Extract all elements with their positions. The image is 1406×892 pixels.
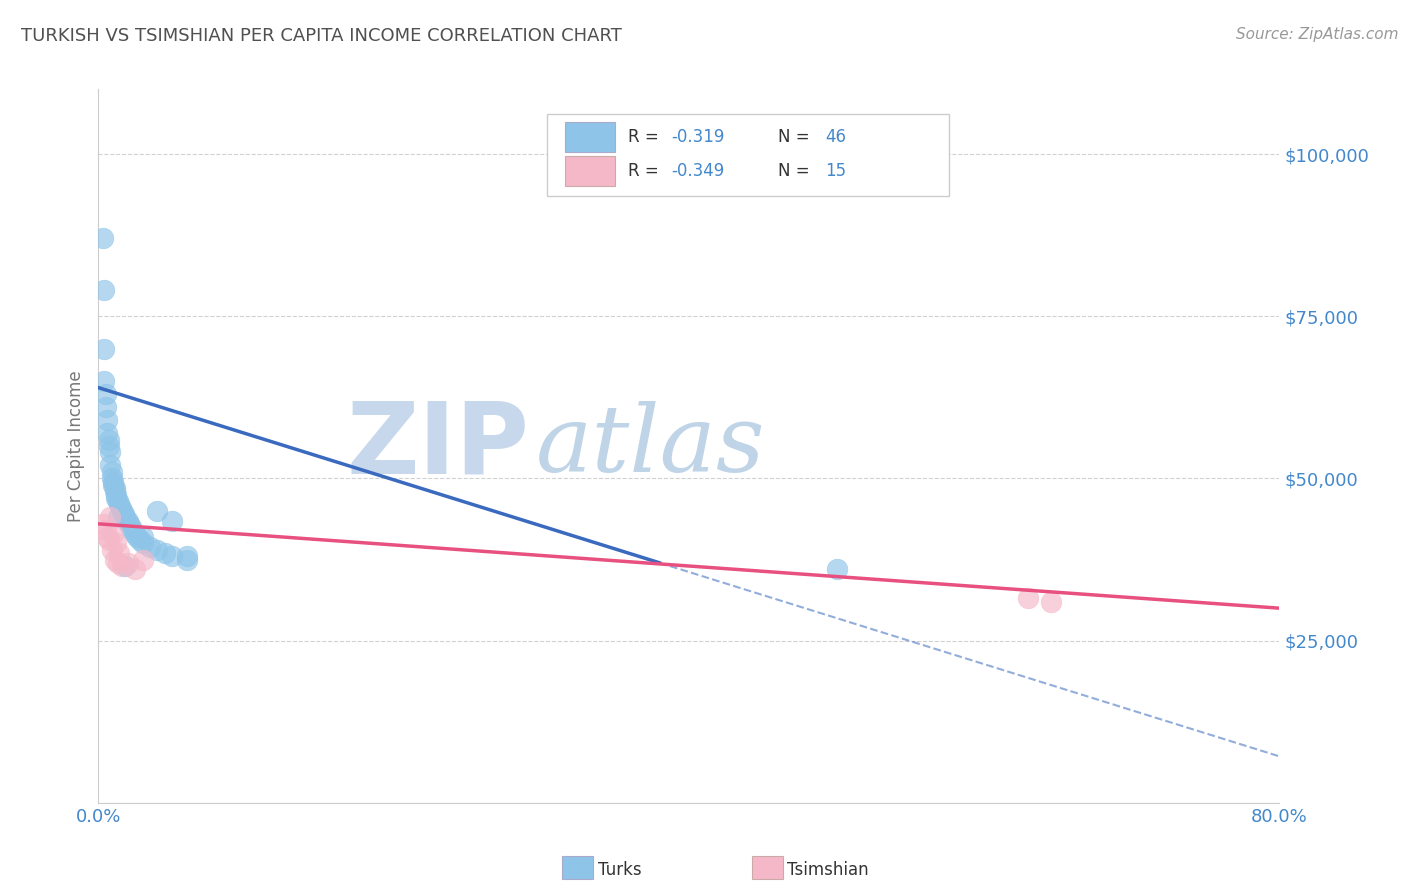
Point xyxy=(105,491,128,505)
Point xyxy=(96,530,118,544)
Point xyxy=(176,549,198,564)
Point xyxy=(98,510,121,524)
Text: R =: R = xyxy=(627,161,664,179)
Point xyxy=(111,559,134,574)
Point xyxy=(91,516,114,531)
Point xyxy=(117,556,139,570)
Text: 46: 46 xyxy=(825,128,846,146)
Point xyxy=(94,524,117,538)
Point xyxy=(132,536,155,550)
Point xyxy=(94,387,117,401)
Text: 15: 15 xyxy=(825,161,846,179)
Point xyxy=(162,514,183,528)
Point xyxy=(103,475,125,489)
Point xyxy=(97,439,120,453)
Point xyxy=(153,546,176,560)
Point xyxy=(105,488,128,502)
Text: TURKISH VS TSIMSHIAN PER CAPITA INCOME CORRELATION CHART: TURKISH VS TSIMSHIAN PER CAPITA INCOME C… xyxy=(21,27,621,45)
Point xyxy=(97,533,120,547)
Point xyxy=(128,533,150,547)
Point xyxy=(146,504,169,518)
Point xyxy=(108,546,131,560)
Point xyxy=(98,458,121,473)
Point xyxy=(111,504,134,518)
Y-axis label: Per Capita Income: Per Capita Income xyxy=(66,370,84,522)
Point xyxy=(91,231,114,245)
Bar xyxy=(565,122,614,152)
Point xyxy=(1017,591,1039,606)
Point xyxy=(94,400,117,414)
Point xyxy=(108,497,131,511)
Point xyxy=(100,471,122,485)
Point xyxy=(132,552,155,566)
Point xyxy=(124,562,146,576)
Point xyxy=(107,510,129,524)
Point xyxy=(98,445,121,459)
Point xyxy=(117,514,139,528)
Text: Turks: Turks xyxy=(598,861,641,879)
Point xyxy=(112,507,135,521)
Point xyxy=(1039,595,1062,609)
Point xyxy=(139,540,162,554)
Point xyxy=(104,552,127,566)
Text: Tsimshian: Tsimshian xyxy=(787,861,869,879)
Bar xyxy=(565,155,614,186)
Point xyxy=(125,530,148,544)
Point xyxy=(124,526,146,541)
Point xyxy=(93,374,115,388)
Point xyxy=(162,549,183,564)
Text: N =: N = xyxy=(778,161,814,179)
Text: ZIP: ZIP xyxy=(347,398,530,494)
Point xyxy=(96,413,118,427)
Point xyxy=(100,465,122,479)
Point xyxy=(93,283,115,297)
FancyBboxPatch shape xyxy=(547,114,949,196)
Point xyxy=(96,425,118,440)
Point xyxy=(103,478,125,492)
Point xyxy=(107,494,129,508)
Point xyxy=(104,481,127,495)
Point xyxy=(114,510,136,524)
Text: -0.349: -0.349 xyxy=(671,161,724,179)
Text: -0.319: -0.319 xyxy=(671,128,724,146)
Point xyxy=(97,433,120,447)
Point xyxy=(114,559,136,574)
Point xyxy=(118,516,141,531)
Point xyxy=(825,562,848,576)
Point xyxy=(107,556,129,570)
Point xyxy=(103,526,125,541)
Point xyxy=(132,530,155,544)
Point xyxy=(105,536,128,550)
Point xyxy=(121,524,143,538)
Point xyxy=(100,542,122,557)
Point xyxy=(104,484,127,499)
Text: R =: R = xyxy=(627,128,664,146)
Text: N =: N = xyxy=(778,128,814,146)
Point xyxy=(120,520,142,534)
Text: atlas: atlas xyxy=(536,401,765,491)
Point xyxy=(176,552,198,566)
Point xyxy=(93,342,115,356)
Point xyxy=(110,500,132,515)
Point xyxy=(146,542,169,557)
Text: Source: ZipAtlas.com: Source: ZipAtlas.com xyxy=(1236,27,1399,42)
